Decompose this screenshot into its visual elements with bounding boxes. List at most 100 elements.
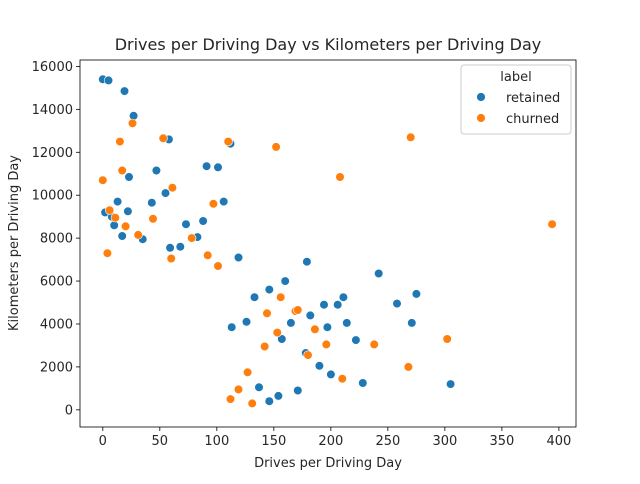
point-churned bbox=[223, 137, 233, 147]
x-tick-label: 300 bbox=[432, 434, 457, 449]
x-tick-label: 250 bbox=[375, 434, 400, 449]
point-retained bbox=[109, 220, 119, 230]
point-retained bbox=[175, 242, 185, 252]
point-retained bbox=[273, 391, 284, 401]
point-retained bbox=[123, 206, 133, 216]
point-retained bbox=[241, 317, 252, 327]
point-churned bbox=[406, 132, 416, 142]
point-retained bbox=[302, 257, 312, 267]
legend-marker-churned bbox=[476, 113, 486, 123]
point-churned bbox=[225, 394, 236, 404]
point-churned bbox=[213, 261, 223, 271]
point-retained bbox=[181, 219, 191, 229]
point-churned bbox=[260, 341, 270, 352]
point-retained bbox=[351, 335, 361, 345]
axes-frame bbox=[79, 59, 577, 428]
point-retained bbox=[286, 318, 296, 328]
point-retained bbox=[254, 382, 264, 392]
point-retained bbox=[358, 378, 368, 388]
point-retained bbox=[280, 276, 290, 286]
point-churned bbox=[272, 328, 282, 338]
point-churned bbox=[243, 367, 253, 377]
y-tick-label: 14000 bbox=[32, 103, 73, 118]
x-tick-label: 400 bbox=[546, 434, 571, 449]
x-axis-label: Drives per Driving Day bbox=[254, 456, 402, 471]
x-tick-label: 150 bbox=[261, 434, 286, 449]
point-churned bbox=[166, 253, 176, 264]
point-retained bbox=[117, 231, 127, 241]
point-churned bbox=[158, 133, 168, 143]
point-churned bbox=[547, 219, 557, 229]
point-churned bbox=[276, 292, 286, 302]
y-axis-label: Kilometers per Driving Day bbox=[7, 155, 22, 331]
point-retained bbox=[305, 310, 315, 321]
y-tick-label: 8000 bbox=[40, 232, 73, 247]
point-churned bbox=[102, 248, 112, 258]
point-retained bbox=[314, 361, 325, 371]
point-retained bbox=[249, 292, 260, 302]
point-churned bbox=[208, 199, 218, 209]
point-retained bbox=[264, 285, 274, 295]
point-churned bbox=[127, 118, 138, 128]
point-churned bbox=[133, 230, 143, 240]
y-tick-label: 2000 bbox=[40, 360, 73, 375]
legend-title: label bbox=[500, 70, 531, 85]
point-retained bbox=[233, 252, 244, 263]
points-layer bbox=[98, 74, 557, 409]
point-retained bbox=[392, 299, 402, 309]
x-tick-label: 200 bbox=[318, 434, 343, 449]
point-retained bbox=[151, 165, 161, 176]
y-tick-label: 10000 bbox=[32, 189, 73, 204]
point-churned bbox=[233, 384, 244, 395]
point-retained bbox=[446, 379, 456, 389]
point-retained bbox=[129, 111, 139, 121]
point-churned bbox=[293, 305, 303, 315]
point-retained bbox=[124, 172, 134, 182]
point-churned bbox=[247, 398, 257, 409]
point-retained bbox=[322, 322, 333, 332]
point-retained bbox=[219, 197, 229, 207]
x-tick-label: 50 bbox=[152, 434, 169, 449]
legend-box bbox=[460, 64, 572, 135]
legend: label retained churned bbox=[460, 64, 572, 135]
point-retained bbox=[213, 162, 223, 172]
legend-label-churned: churned bbox=[506, 112, 559, 127]
y-tick-label: 0 bbox=[65, 403, 73, 418]
x-tick-label: 0 bbox=[99, 434, 107, 449]
point-retained bbox=[147, 198, 157, 208]
point-retained bbox=[319, 300, 329, 310]
point-churned bbox=[335, 172, 345, 182]
point-retained bbox=[119, 86, 130, 96]
point-retained bbox=[411, 289, 422, 299]
y-tick-label: 16000 bbox=[32, 60, 73, 75]
point-churned bbox=[115, 137, 125, 147]
y-tick-label: 4000 bbox=[40, 317, 73, 332]
point-churned bbox=[310, 324, 320, 334]
point-churned bbox=[120, 221, 131, 231]
legend-label-retained: retained bbox=[506, 91, 560, 106]
point-churned bbox=[104, 205, 115, 215]
point-retained bbox=[407, 318, 417, 328]
point-churned bbox=[337, 374, 347, 384]
point-churned bbox=[271, 142, 281, 152]
point-retained bbox=[277, 334, 287, 344]
point-churned bbox=[117, 165, 127, 176]
point-retained bbox=[112, 197, 123, 207]
point-retained bbox=[333, 300, 343, 310]
plot-frame bbox=[79, 59, 577, 428]
point-retained bbox=[103, 75, 114, 85]
point-churned bbox=[148, 214, 158, 224]
y-tick-label: 6000 bbox=[40, 275, 73, 290]
point-retained bbox=[160, 188, 171, 198]
point-churned bbox=[110, 213, 120, 223]
point-retained bbox=[264, 396, 274, 406]
x-tick-label: 100 bbox=[204, 434, 229, 449]
point-churned bbox=[187, 233, 197, 243]
point-churned bbox=[369, 339, 379, 350]
point-churned bbox=[321, 339, 331, 350]
point-churned bbox=[303, 350, 313, 360]
point-retained bbox=[198, 216, 208, 226]
x-tick-label: 350 bbox=[489, 434, 514, 449]
point-churned bbox=[262, 308, 272, 318]
